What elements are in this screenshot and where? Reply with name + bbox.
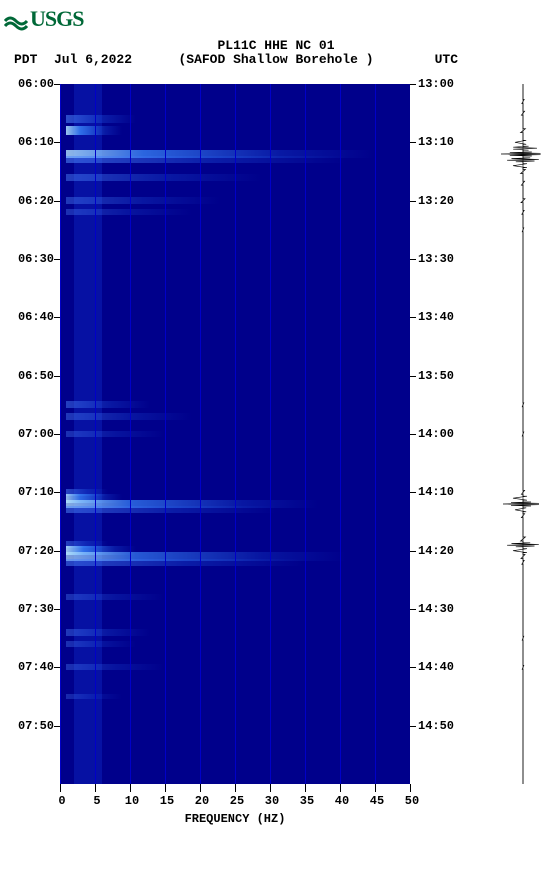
y-left-tick: 06:20 <box>4 194 54 208</box>
title-line-1: PL11C HHE NC 01 <box>0 38 552 53</box>
y-left-tick: 06:00 <box>4 77 54 91</box>
y-left-tick: 06:30 <box>4 252 54 266</box>
x-tick: 15 <box>157 794 177 808</box>
y-right-tick: 14:50 <box>418 719 468 733</box>
usgs-logo: USGS <box>4 6 83 32</box>
y-left-tick: 07:50 <box>4 719 54 733</box>
y-right-tick: 13:50 <box>418 369 468 383</box>
y-right-tick: 13:40 <box>418 310 468 324</box>
y-right-tick: 14:10 <box>418 485 468 499</box>
x-tick: 40 <box>332 794 352 808</box>
spectrogram-canvas <box>60 84 410 784</box>
x-tick: 45 <box>367 794 387 808</box>
x-axis-label: FREQUENCY (HZ) <box>60 812 410 826</box>
seismogram-trace <box>498 84 548 784</box>
wave-icon <box>4 7 28 31</box>
y-right-tick: 14:20 <box>418 544 468 558</box>
tz-right: UTC <box>435 52 458 67</box>
spectrogram-plot <box>60 84 410 784</box>
y-right-tick: 13:10 <box>418 135 468 149</box>
x-tick: 35 <box>297 794 317 808</box>
x-tick: 50 <box>402 794 422 808</box>
y-left-tick: 06:40 <box>4 310 54 324</box>
y-right-tick: 14:40 <box>418 660 468 674</box>
x-tick: 20 <box>192 794 212 808</box>
y-right-tick: 13:00 <box>418 77 468 91</box>
y-right-tick: 13:30 <box>418 252 468 266</box>
y-left-tick: 07:00 <box>4 427 54 441</box>
y-left-tick: 07:30 <box>4 602 54 616</box>
x-tick: 5 <box>87 794 107 808</box>
y-right-tick: 14:30 <box>418 602 468 616</box>
y-left-tick: 06:10 <box>4 135 54 149</box>
y-left-tick: 06:50 <box>4 369 54 383</box>
y-left-tick: 07:20 <box>4 544 54 558</box>
y-left-tick: 07:40 <box>4 660 54 674</box>
y-left-tick: 07:10 <box>4 485 54 499</box>
y-right-tick: 13:20 <box>418 194 468 208</box>
x-tick: 0 <box>52 794 72 808</box>
chart-title: PL11C HHE NC 01 <box>0 38 552 53</box>
x-tick: 25 <box>227 794 247 808</box>
y-right-tick: 14:00 <box>418 427 468 441</box>
logo-text: USGS <box>30 6 83 32</box>
x-tick: 10 <box>122 794 142 808</box>
station-label: (SAFOD Shallow Borehole ) <box>0 52 552 67</box>
x-tick: 30 <box>262 794 282 808</box>
